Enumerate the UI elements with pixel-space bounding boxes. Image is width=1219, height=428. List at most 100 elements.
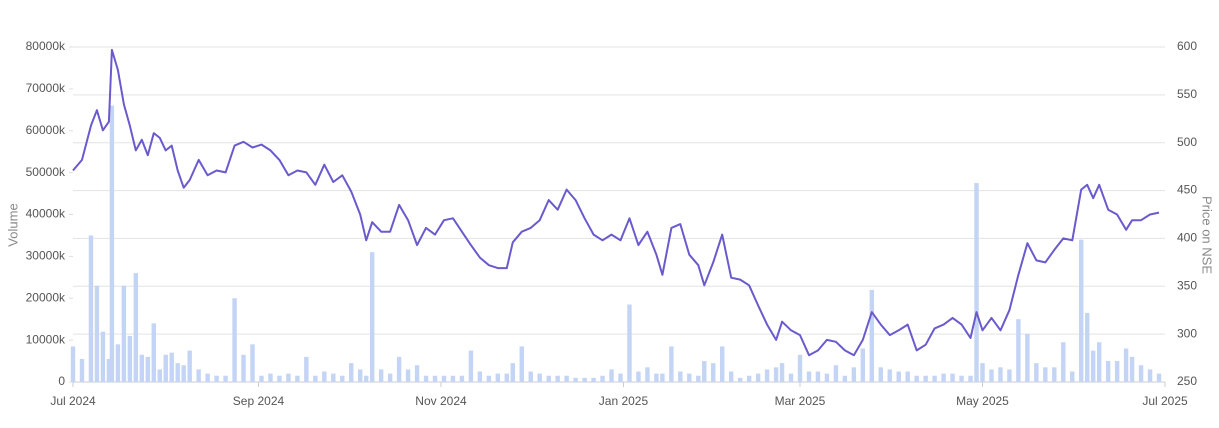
volume-bar bbox=[495, 373, 501, 382]
x-tick-label: Jul 2024 bbox=[50, 394, 96, 408]
volume-bar bbox=[115, 344, 121, 382]
volume-bar bbox=[133, 273, 139, 382]
x-tick-label: Nov 2024 bbox=[415, 394, 467, 408]
volume-bar bbox=[205, 373, 210, 382]
volume-bar bbox=[764, 369, 770, 382]
y2-tick-label: 400 bbox=[1177, 231, 1197, 245]
volume-bar bbox=[477, 371, 483, 382]
volume-bar bbox=[223, 375, 228, 382]
volume-bar bbox=[974, 183, 979, 382]
volume-bar bbox=[806, 371, 812, 382]
volume-bar bbox=[678, 371, 683, 382]
volume-bar bbox=[696, 375, 701, 382]
y-tick-label: 70000k bbox=[26, 81, 66, 95]
volume-bar bbox=[887, 369, 892, 382]
y-tick-label: 10000k bbox=[26, 332, 66, 346]
volume-bar bbox=[932, 375, 937, 382]
volume-bar bbox=[259, 375, 264, 382]
volume-bar bbox=[286, 373, 291, 382]
volume-bar bbox=[340, 375, 345, 382]
volume-bar bbox=[860, 348, 866, 382]
volume-bar bbox=[163, 354, 168, 382]
volume-bar bbox=[702, 361, 707, 382]
volume-bar bbox=[546, 375, 551, 382]
y2-tick-label: 350 bbox=[1177, 278, 1197, 292]
volume-bar bbox=[196, 369, 201, 382]
volume-bar bbox=[432, 375, 438, 382]
volume-bar bbox=[711, 363, 716, 382]
y2-tick-label: 600 bbox=[1177, 39, 1197, 53]
volume-bar bbox=[121, 285, 127, 382]
volume-bar bbox=[109, 105, 115, 382]
volume-bar bbox=[788, 373, 794, 382]
volume-bar bbox=[582, 377, 587, 382]
volume-bar bbox=[459, 375, 465, 382]
volume-bar bbox=[1016, 319, 1021, 382]
volume-bar bbox=[441, 375, 447, 382]
volume-bar bbox=[322, 371, 327, 382]
y2-tick-label: 550 bbox=[1177, 87, 1197, 101]
volume-bar bbox=[564, 375, 569, 382]
volume-bar bbox=[923, 375, 928, 382]
volume-bar bbox=[450, 375, 456, 382]
y-tick-label: 20000k bbox=[26, 290, 66, 304]
volume-bar bbox=[468, 350, 474, 382]
volume-bar bbox=[187, 350, 192, 382]
volume-bar bbox=[728, 371, 734, 382]
y-tick-label: 30000k bbox=[26, 249, 66, 263]
volume-bar bbox=[797, 354, 803, 382]
volume-bar bbox=[151, 323, 156, 382]
volume-bar bbox=[1034, 363, 1039, 382]
volume-bar bbox=[573, 377, 578, 382]
volume-bar bbox=[755, 373, 761, 382]
y-tick-label: 40000k bbox=[26, 207, 66, 221]
y2-tick-label: 250 bbox=[1177, 374, 1197, 388]
volume-bar bbox=[1052, 367, 1057, 382]
y-tick-label: 80000k bbox=[26, 39, 66, 53]
volume-bar bbox=[950, 373, 955, 382]
volume-bar bbox=[1025, 333, 1030, 382]
y-tick-label: 60000k bbox=[26, 123, 66, 137]
volume-bar bbox=[387, 373, 393, 382]
volume-bar bbox=[277, 375, 282, 382]
y2-tick-label: 500 bbox=[1177, 135, 1197, 149]
volume-bar bbox=[842, 375, 848, 382]
x-tick-label: Jul 2025 bbox=[1142, 394, 1188, 408]
volume-bar bbox=[232, 298, 237, 382]
volume-bar bbox=[181, 365, 186, 382]
volume-bar bbox=[214, 375, 219, 382]
y-axis-title: Volume bbox=[5, 203, 20, 246]
volume-bar bbox=[1085, 312, 1090, 382]
x-tick-label: Jan 2025 bbox=[599, 394, 649, 408]
volume-bar bbox=[815, 371, 821, 382]
volume-bar bbox=[358, 369, 363, 382]
volume-bar bbox=[824, 373, 830, 382]
y2-tick-label: 300 bbox=[1177, 326, 1197, 340]
volume-bar bbox=[1147, 369, 1153, 382]
volume-bar bbox=[369, 252, 375, 382]
volume-bar bbox=[1043, 367, 1048, 382]
volume-bar bbox=[896, 371, 901, 382]
volume-bar bbox=[70, 346, 76, 382]
volume-bar bbox=[941, 373, 946, 382]
volume-bar bbox=[773, 367, 779, 382]
volume-bar bbox=[504, 373, 510, 382]
volume-bar bbox=[968, 375, 973, 382]
volume-bar bbox=[363, 375, 369, 382]
volume-bar bbox=[627, 304, 632, 382]
volume-bar bbox=[510, 363, 515, 382]
volume-bar bbox=[268, 373, 273, 382]
volume-bar bbox=[591, 377, 596, 382]
y2-axis-title: Price on NSE bbox=[1200, 196, 1215, 274]
volume-bar bbox=[1079, 239, 1084, 382]
x-tick-label: May 2025 bbox=[956, 394, 1009, 408]
volume-bar bbox=[720, 346, 725, 382]
volume-bar bbox=[1096, 342, 1102, 382]
volume-bar bbox=[414, 365, 420, 382]
volume-bar bbox=[779, 363, 785, 382]
volume-bar bbox=[737, 377, 743, 382]
volume-bar bbox=[555, 375, 560, 382]
volume-bar bbox=[537, 373, 542, 382]
volume-bar bbox=[959, 375, 964, 382]
volume-bar bbox=[669, 346, 674, 382]
